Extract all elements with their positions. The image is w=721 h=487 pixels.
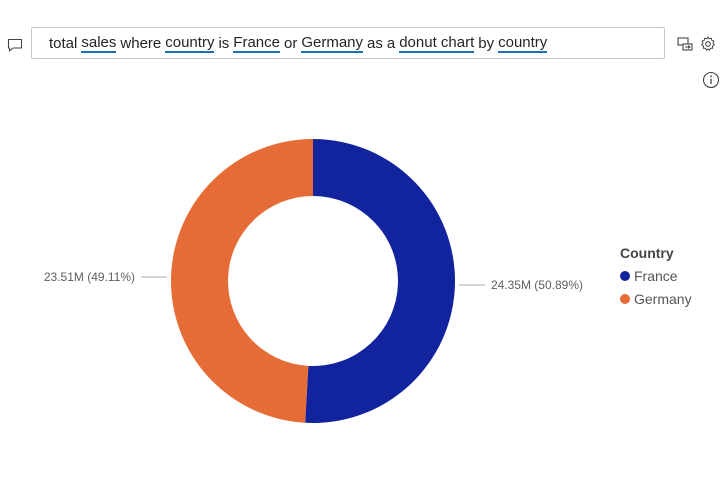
question-word: where [120, 34, 162, 52]
legend-label: Germany [634, 291, 692, 307]
data-label: 23.51M (49.11%) [44, 270, 135, 284]
legend-label: France [634, 268, 678, 284]
info-icon[interactable] [702, 71, 720, 89]
question-word: as [367, 34, 383, 52]
question-input[interactable]: total sales where country is France or Germany a… [31, 27, 665, 59]
question-word: by [478, 34, 495, 52]
comment-icon[interactable] [6, 36, 24, 54]
donut-slice-germany[interactable] [170, 139, 313, 423]
recognized-term: donut chart [399, 33, 475, 53]
legend-item-france[interactable]: France [620, 268, 692, 284]
legend-item-germany[interactable]: Germany [620, 291, 692, 307]
recognized-term: sales [81, 33, 117, 53]
legend-title: Country [620, 245, 674, 261]
recognized-term: country [498, 33, 548, 53]
question-word: total [49, 34, 78, 52]
recognized-term: country [165, 33, 215, 53]
question-word: is [218, 34, 230, 52]
data-label: 24.35M (50.89%) [491, 278, 583, 292]
convert-to-visual-icon[interactable] [676, 35, 694, 53]
gear-icon[interactable] [699, 35, 717, 53]
legend: Country France Germany [620, 245, 692, 314]
legend-swatch [620, 271, 630, 281]
question-word: or [283, 34, 298, 52]
legend-swatch [620, 294, 630, 304]
donut-slice-france[interactable] [305, 139, 455, 423]
recognized-term: France [233, 33, 280, 53]
question-word: a [386, 34, 396, 52]
recognized-term: Germany [301, 33, 364, 53]
